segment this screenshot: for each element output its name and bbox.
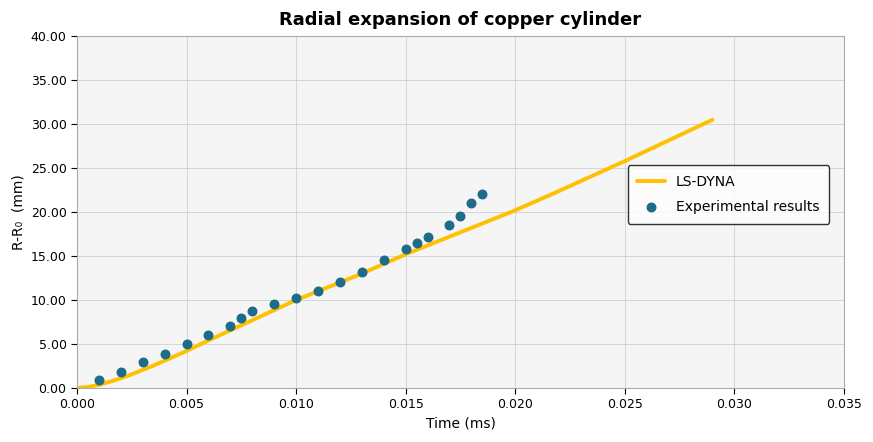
Experimental results	[399, 245, 413, 252]
LS-DYNA	[423, 243, 433, 248]
Y-axis label: R-R₀  (mm): R-R₀ (mm)	[11, 174, 25, 250]
Experimental results	[311, 288, 325, 295]
Experimental results	[267, 301, 281, 308]
LS-DYNA	[620, 158, 630, 164]
Experimental results	[202, 332, 216, 339]
Experimental results	[234, 314, 248, 321]
Experimental results	[421, 233, 435, 240]
LS-DYNA	[105, 379, 115, 385]
LS-DYNA	[466, 225, 477, 231]
Experimental results	[135, 359, 149, 366]
X-axis label: Time (ms): Time (ms)	[425, 417, 495, 431]
Experimental results	[289, 295, 303, 302]
LS-DYNA	[203, 338, 214, 343]
Experimental results	[113, 369, 127, 376]
LS-DYNA	[137, 367, 148, 373]
LS-DYNA	[148, 363, 159, 368]
Experimental results	[158, 350, 172, 357]
Experimental results	[180, 340, 194, 347]
Experimental results	[245, 307, 259, 314]
LS-DYNA	[707, 117, 718, 122]
LS-DYNA	[170, 353, 181, 358]
Experimental results	[354, 268, 368, 275]
Experimental results	[453, 213, 467, 220]
Experimental results	[464, 200, 478, 207]
Experimental results	[443, 222, 457, 229]
Line: LS-DYNA: LS-DYNA	[77, 120, 712, 388]
LS-DYNA	[401, 251, 411, 257]
Experimental results	[223, 323, 237, 330]
LS-DYNA	[115, 376, 126, 381]
LS-DYNA	[269, 308, 279, 313]
LS-DYNA	[291, 297, 301, 303]
Experimental results	[333, 279, 347, 286]
Experimental results	[476, 191, 490, 198]
LS-DYNA	[83, 385, 93, 390]
LS-DYNA	[313, 289, 323, 294]
LS-DYNA	[510, 208, 520, 213]
LS-DYNA	[247, 317, 258, 323]
Experimental results	[409, 239, 423, 246]
Experimental results	[377, 257, 391, 264]
Legend: LS-DYNA, Experimental results: LS-DYNA, Experimental results	[628, 165, 829, 224]
LS-DYNA	[444, 234, 455, 239]
LS-DYNA	[334, 280, 345, 285]
LS-DYNA	[182, 348, 192, 354]
Title: Radial expansion of copper cylinder: Radial expansion of copper cylinder	[279, 11, 642, 29]
LS-DYNA	[379, 261, 389, 267]
LS-DYNA	[160, 358, 170, 363]
LS-DYNA	[553, 188, 564, 194]
LS-DYNA	[225, 328, 236, 333]
LS-DYNA	[93, 382, 104, 388]
LS-DYNA	[488, 217, 498, 222]
Experimental results	[92, 377, 106, 384]
LS-DYNA	[72, 385, 82, 391]
LS-DYNA	[127, 372, 137, 377]
LS-DYNA	[356, 271, 367, 276]
